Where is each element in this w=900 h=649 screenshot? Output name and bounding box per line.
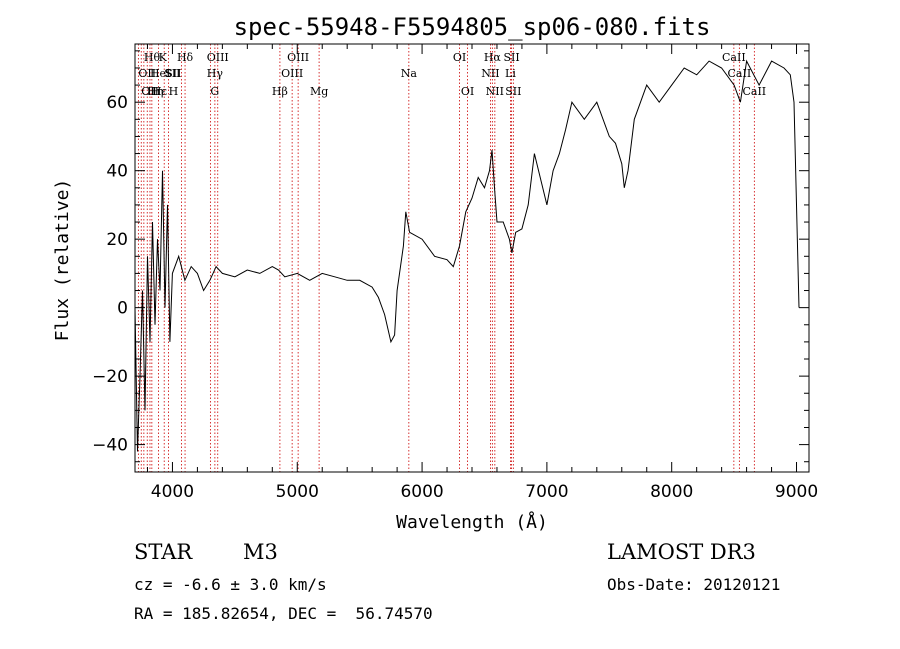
object-subclass: M3 [243,540,278,564]
reference-label-18: Na [401,67,418,80]
reference-label-7: SII [164,67,180,80]
reference-label-16: OIII [287,51,309,64]
reference-label-2: Hθ [144,51,161,64]
reference-line-labels: OII OII Hθ Hη HeI Hε K SII H Hδ SII G Hγ OIII Hβ OIII OI… [138,51,766,98]
reference-lines [137,44,755,472]
reference-label-21: NII [481,67,499,80]
reference-label-17: Mg [310,85,328,98]
reference-label-8: H [169,85,179,98]
reference-label-29: CaII [742,85,766,98]
reference-label-3: Hη [147,85,163,98]
reference-label-0: OII [138,67,156,80]
reference-label-24: Li [505,67,516,80]
x-tick-label: 6000 [400,482,443,502]
reference-label-4: HeI [150,67,170,80]
reference-label-13: OIII [207,51,229,64]
reference-label-19: OI [453,51,466,64]
flux-series-line [134,59,800,452]
y-tick-label: 20 [106,230,128,250]
reference-label-28: CaII [728,67,752,80]
reference-label-14: Hβ [272,85,288,98]
coordinates: RA = 185.82654, DEC = 56.74570 [134,604,433,623]
x-tick-label: 5000 [276,482,319,502]
y-tick-label: 60 [106,93,128,113]
x-tick-label: 7000 [525,482,568,502]
reference-label-26: SII [505,85,521,98]
plot-frame [134,43,810,473]
axis-ticks: 4000 5000 6000 7000 8000 9000 −40 −20 0 20 40 60 [92,44,818,502]
reference-label-1: OII [141,85,159,98]
reference-label-5: Hε [152,85,168,98]
reference-label-15: OIII [281,67,303,80]
x-axis-label: Wavelength (Å) [396,511,548,533]
y-tick-label: −20 [92,367,128,387]
reference-label-20: OI [461,85,474,98]
y-tick-label: 0 [117,299,128,319]
reference-label-27: CaII [722,51,746,64]
reference-label-9: Hδ [177,51,194,64]
redshift-velocity: cz = -6.6 ± 3.0 km/s [134,575,327,594]
chart-title: spec-55948-F5594805_sp06-080.fits [234,13,711,41]
x-tick-label: 9000 [775,482,818,502]
reference-label-11: G [210,85,219,98]
x-tick-label: 8000 [650,482,693,502]
reference-label-25: SII [503,51,519,64]
reference-label-6: K [159,51,168,64]
observation-date: Obs-Date: 20120121 [607,575,781,594]
reference-label-12: Hγ [207,67,224,80]
y-tick-label: −40 [92,436,128,456]
reference-label-23: NII [486,85,504,98]
reference-label-22: Hα [484,51,502,64]
survey-name: LAMOST DR3 [607,540,756,564]
y-axis-label: Flux (relative) [52,179,73,342]
y-tick-label: 40 [106,162,128,182]
x-tick-label: 4000 [151,482,194,502]
reference-label-10: SII [165,67,181,80]
object-class: STAR [134,540,193,564]
